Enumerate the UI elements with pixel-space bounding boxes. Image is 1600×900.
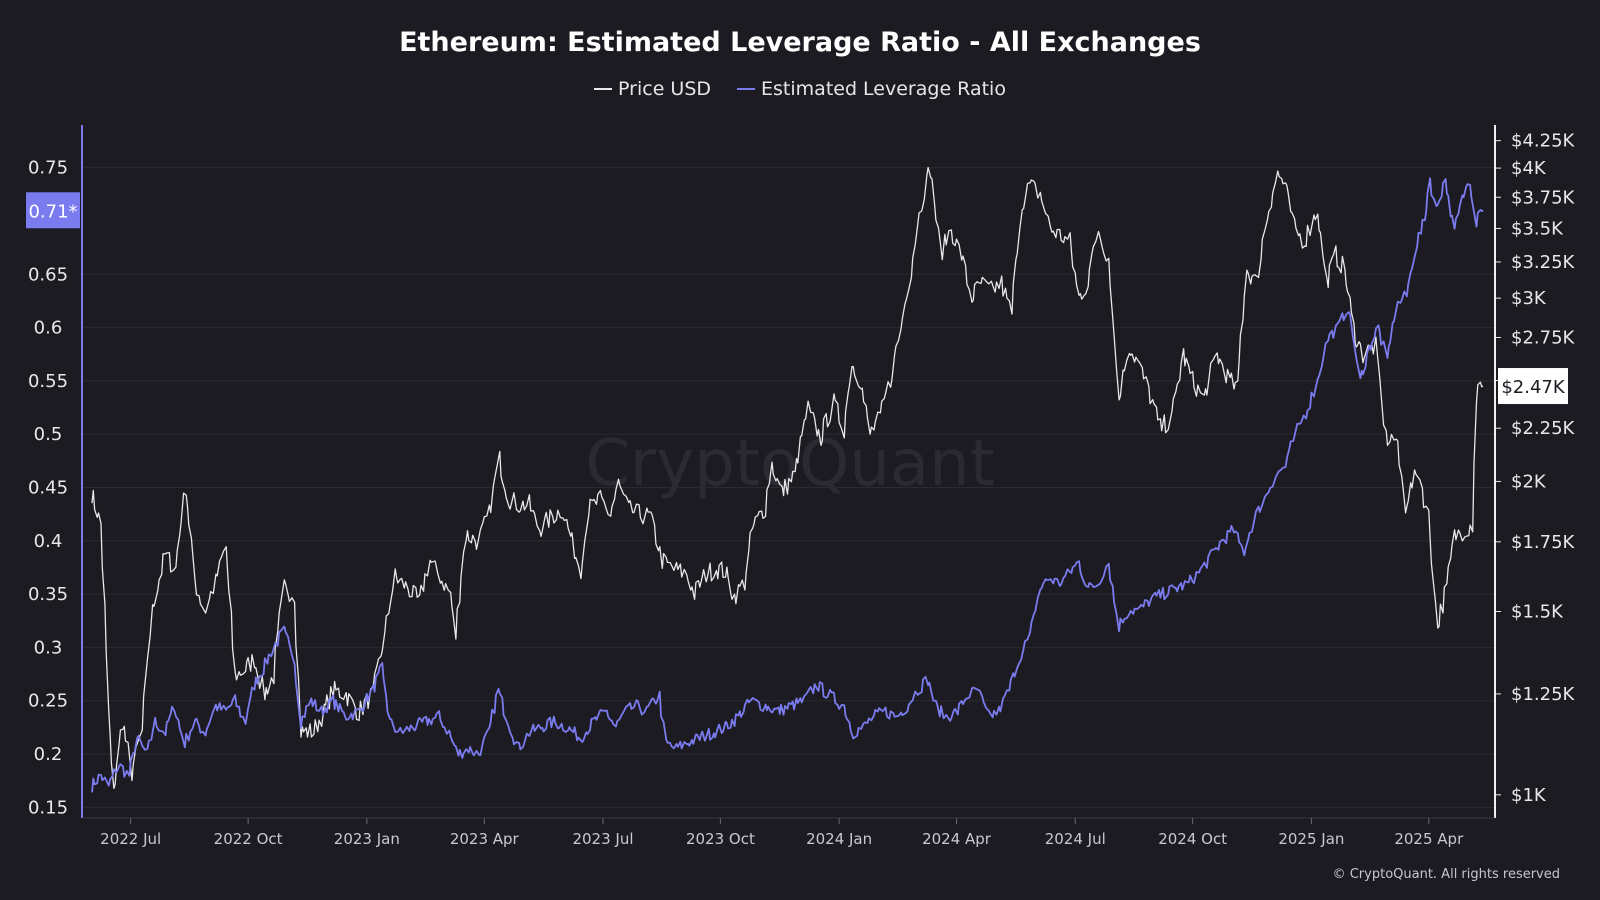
x-tick-label: 2025 Jan	[1278, 830, 1344, 848]
x-tick-label: 2023 Apr	[450, 830, 520, 848]
price-swatch	[594, 88, 613, 90]
right-tick-label: $3.75K	[1511, 187, 1576, 208]
x-tick-label: 2022 Jul	[100, 830, 161, 848]
right-tick-label: $2K	[1511, 471, 1547, 492]
x-tick-label: 2024 Jan	[806, 830, 872, 848]
price-usd-line	[91, 166, 1484, 790]
chart-title: Ethereum: Estimated Leverage Ratio - All…	[399, 27, 1201, 58]
x-tick-label: 2022 Oct	[214, 830, 283, 848]
leverage-swatch	[737, 88, 756, 90]
legend: Price USD Estimated Leverage Ratio	[0, 78, 1600, 100]
right-tick-label: $3.25K	[1511, 252, 1576, 273]
watermark: CryptoQuant	[585, 427, 995, 501]
right-tick-label: $3K	[1511, 288, 1547, 309]
left-tick-label: 0.4	[34, 531, 63, 552]
x-tick-label: 2024 Apr	[922, 830, 992, 848]
copyright-notice: © CryptoQuant. All rights reserved	[1332, 867, 1560, 882]
series-layer	[91, 166, 1484, 793]
right-tick-label: $2.25K	[1511, 418, 1576, 439]
right-tick-label: $1.75K	[1511, 532, 1576, 553]
left-axis: 0.15 0.2 0.25 0.3 0.35 0.4 0.45 0.5 0.55 0.6 0.65 0…	[28, 125, 83, 818]
right-tick-label: $4K	[1511, 158, 1547, 179]
left-tick-label: 0.15	[28, 797, 68, 818]
price-current-label: $2.47K	[1501, 377, 1566, 398]
x-tick-label: 2023 Jan	[334, 830, 400, 848]
left-tick-label: 0.2	[34, 744, 63, 765]
left-tick-label: 0.65	[28, 264, 68, 285]
left-tick-label: 0.25	[28, 691, 68, 712]
left-tick-label: 0.3	[34, 637, 63, 658]
right-axis: $1K$1.25K$1.5K$1.75K$2K$2.25K$2.5K$2.75K…	[1494, 125, 1576, 818]
leverage-ratio-line	[91, 177, 1484, 793]
leverage-current-marker	[26, 192, 80, 229]
right-tick-label: $1K	[1511, 785, 1547, 806]
left-tick-label: 0.5	[34, 424, 63, 445]
price-current-marker	[1498, 368, 1568, 405]
leverage-current-label: 0.71*	[28, 201, 77, 222]
left-tick-label: 0.6	[34, 318, 63, 339]
x-axis: 2022 Jul 2022 Oct 2023 Jan 2023 Apr 2023 Jul…	[82, 817, 1495, 848]
legend-label-leverage: Estimated Leverage Ratio	[761, 78, 1006, 100]
right-tick-label: $4.25K	[1511, 131, 1576, 152]
right-tick-label: $1.25K	[1511, 684, 1576, 705]
right-tick-label: $1.5K	[1511, 602, 1564, 623]
left-tick-label: 0.35	[28, 584, 68, 605]
x-tick-label: 2023 Oct	[686, 830, 755, 848]
x-tick-label: 2025 Apr	[1394, 830, 1464, 848]
x-tick-label: 2024 Oct	[1158, 830, 1227, 848]
current-markers: 0.71* $2.47K	[26, 192, 1568, 405]
legend-label-price: Price USD	[618, 78, 712, 100]
x-tick-label: 2023 Jul	[572, 830, 633, 848]
x-tick-label: 2024 Jul	[1045, 830, 1106, 848]
legend-item-price[interactable]: Price USD	[594, 78, 711, 100]
left-tick-label: 0.55	[28, 371, 68, 392]
left-tick-label: 0.75	[28, 158, 68, 179]
legend-item-leverage[interactable]: Estimated Leverage Ratio	[737, 78, 1006, 100]
right-tick-label: $2.75K	[1511, 327, 1576, 348]
right-tick-label: $3.5K	[1511, 218, 1564, 239]
left-tick-label: 0.45	[28, 477, 68, 498]
